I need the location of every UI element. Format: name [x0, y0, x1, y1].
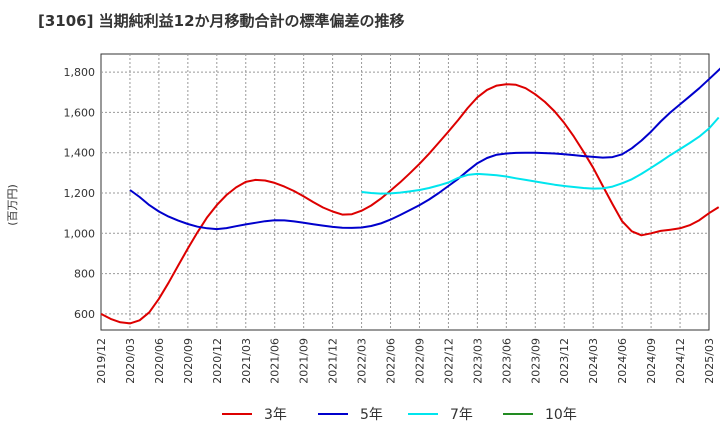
- legend-label: 5年: [360, 407, 383, 423]
- x-tick-label: 2023/12: [558, 338, 571, 384]
- x-tick-label: 2022/09: [413, 338, 426, 384]
- series-line: [361, 116, 720, 195]
- x-tick-label: 2021/09: [298, 338, 311, 384]
- y-axis-label: (百万円): [6, 184, 19, 226]
- x-tick-label: 2023/03: [471, 338, 484, 384]
- legend-label: 7年: [450, 407, 473, 423]
- x-tick-label: 2020/03: [124, 338, 137, 384]
- x-tick-label: 2024/03: [587, 338, 600, 384]
- y-tick-label: 1,200: [64, 187, 96, 200]
- x-tick-label: 2022/03: [356, 338, 369, 384]
- x-tick-label: 2025/03: [703, 338, 716, 384]
- y-tick-label: 1,800: [64, 66, 96, 79]
- y-tick-label: 800: [74, 268, 95, 281]
- x-tick-label: 2022/06: [385, 338, 398, 384]
- x-tick-label: 2020/06: [153, 338, 166, 384]
- x-tick-label: 2024/06: [616, 338, 629, 384]
- chart-title: [3106] 当期純利益12か月移動合計の標準偏差の推移: [38, 12, 405, 30]
- y-tick-label: 1,600: [64, 106, 96, 119]
- legend-label: 3年: [264, 407, 287, 423]
- x-tick-label: 2024/12: [674, 338, 687, 384]
- legend-label: 10年: [545, 407, 577, 423]
- x-tick-label: 2021/12: [327, 338, 340, 384]
- x-tick-label: 2023/09: [529, 338, 542, 384]
- y-tick-label: 1,400: [64, 147, 96, 160]
- x-tick-label: 2020/12: [211, 338, 224, 384]
- x-tick-label: 2022/12: [442, 338, 455, 384]
- x-tick-label: 2020/09: [182, 338, 195, 384]
- x-tick-label: 2021/03: [240, 338, 253, 384]
- x-tick-label: 2023/06: [500, 338, 513, 384]
- x-tick-label: 2024/09: [645, 338, 658, 384]
- x-tick-label: 2021/06: [269, 338, 282, 384]
- series-line: [100, 83, 720, 325]
- y-tick-label: 1,000: [64, 227, 96, 240]
- x-tick-label: 2019/12: [95, 338, 108, 384]
- y-tick-label: 600: [74, 308, 95, 321]
- series-line: [129, 67, 720, 231]
